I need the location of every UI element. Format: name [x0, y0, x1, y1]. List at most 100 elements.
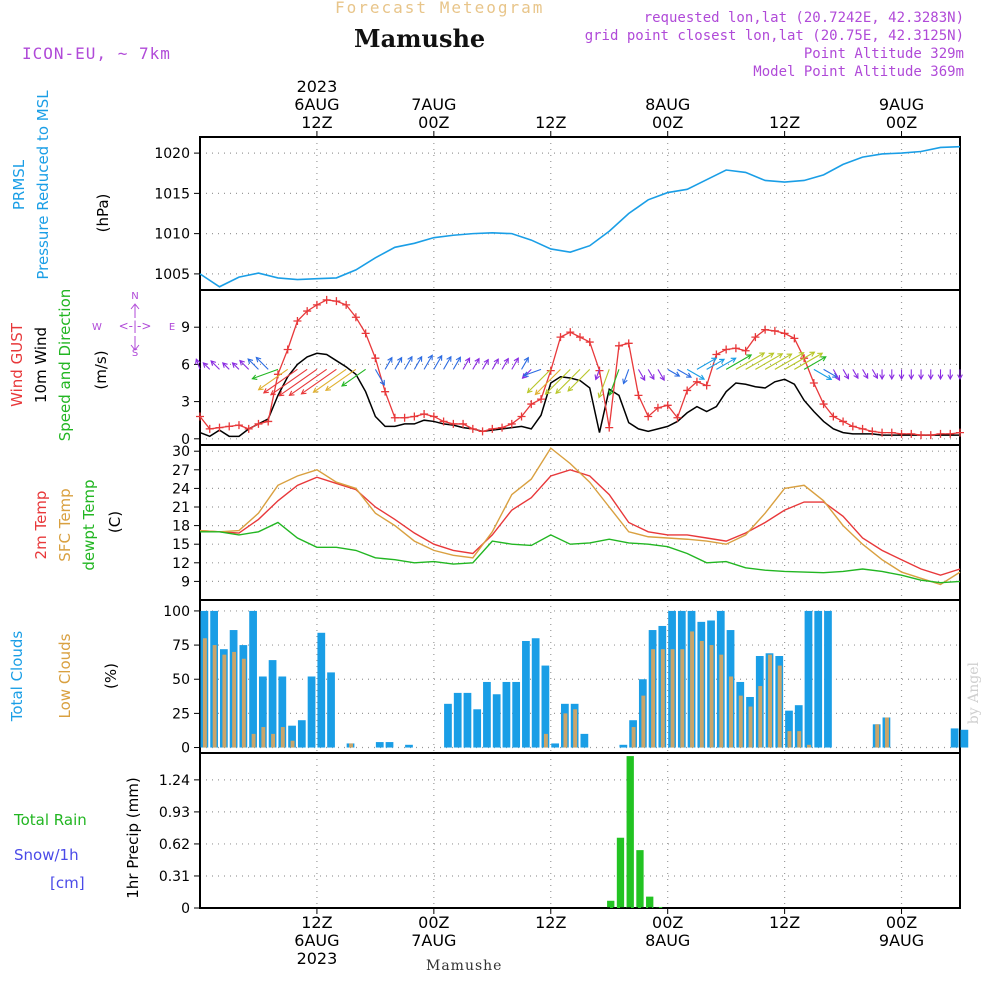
wind-direction-arrow — [195, 359, 201, 370]
pressure-unit-label-0: (hPa) — [94, 194, 112, 233]
wind-direction-arrowhead — [863, 373, 869, 380]
wind-direction-arrowhead — [437, 354, 443, 361]
compass-e: E — [169, 322, 175, 333]
ytick-label-precip: 0.62 — [159, 837, 190, 853]
footer-location: Mamushe — [426, 958, 503, 974]
low-cloud-bar — [660, 649, 665, 748]
wind-direction-arrowhead — [278, 390, 285, 397]
wind-gust-marker — [722, 345, 731, 354]
ytick-label-clouds: 50 — [172, 672, 190, 688]
wind-gust-marker — [254, 419, 263, 428]
panel-frame-pressure — [199, 136, 961, 291]
clouds-label-0: Total Clouds — [8, 631, 26, 723]
wind-direction-arrowhead — [262, 388, 269, 394]
wind-direction-arrowhead — [768, 352, 775, 358]
wind-direction-arrow — [794, 352, 823, 370]
temp-label-0: 2m Temp — [32, 491, 50, 560]
ytick-label-pressure: 1015 — [154, 186, 190, 202]
pressure-label-0: PRMSL — [10, 159, 28, 210]
wind-direction-arrowhead — [483, 358, 489, 365]
total-cloud-bar — [512, 681, 521, 748]
wind-direction-arrowhead — [341, 381, 347, 387]
wind-direction-arrow — [842, 369, 849, 379]
total-cloud-bar — [502, 681, 511, 748]
low-cloud-bar — [261, 727, 266, 748]
low-cloud-bar — [241, 658, 246, 748]
wind-direction-arrow — [202, 362, 211, 370]
ytick-label-precip: 0 — [181, 901, 190, 917]
wind-direction-arrowhead — [834, 375, 841, 382]
wind-direction-arrowhead — [608, 389, 614, 397]
wind-direction-arrow — [803, 356, 827, 370]
total-cloud-bar — [619, 744, 628, 748]
wind-direction-arrow — [325, 368, 357, 391]
total-cloud-bar — [278, 676, 287, 748]
compass-icon — [130, 303, 140, 351]
wind-direction-arrow — [745, 352, 774, 370]
wind-direction-arrow — [677, 368, 692, 378]
wind-direction-arrow — [255, 357, 269, 370]
wind-direction-arrowhead — [427, 354, 433, 361]
wind-direction-arrow — [462, 357, 471, 370]
top-time-label: 12Z — [301, 113, 332, 132]
snow-unit-label: [cm] — [50, 874, 85, 892]
total-cloud-bar — [375, 742, 384, 748]
wind-direction-arrowhead — [544, 389, 551, 395]
rain-legend-label: Total Rain — [13, 811, 87, 829]
wind-direction-arrow — [535, 368, 561, 395]
wind-direction-arrowhead — [523, 356, 529, 363]
wind-direction-arrowhead — [455, 356, 461, 363]
rain-bar — [655, 906, 664, 908]
wind-gust-marker — [614, 341, 623, 350]
wind-direction-arrow — [686, 368, 705, 380]
pressure-line — [199, 145, 961, 288]
wind-gust-marker — [527, 400, 536, 409]
wind-direction-arrowhead — [888, 374, 895, 381]
bottom-time-label: 00Z — [652, 913, 683, 932]
wind-direction-arrow — [523, 368, 542, 377]
wind-direction-arrowhead — [908, 374, 915, 381]
grid-point-coords: grid point closest lon,lat (20.75E, 42.3… — [584, 28, 964, 44]
wind-direction-arrow — [482, 359, 489, 370]
compass-n: N — [131, 291, 138, 302]
wind-direction-arrow — [247, 358, 259, 370]
total-cloud-bar — [317, 632, 326, 748]
point-altitude: Point Altitude 329m — [803, 46, 964, 62]
wind-direction-arrowhead — [826, 374, 833, 380]
wind-direction-arrowhead — [817, 352, 824, 358]
total-cloud-bar — [960, 729, 969, 748]
wind-direction-arrow — [433, 355, 443, 370]
top-time-label: 2023 — [297, 77, 338, 96]
wind-gust-marker — [225, 422, 234, 431]
wind-direction-arrowhead — [288, 390, 295, 397]
wind-gust-marker — [390, 413, 399, 422]
wind-direction-arrowhead — [820, 356, 827, 362]
temp-sfc-line — [199, 447, 961, 586]
wind-direction-arrow — [647, 369, 655, 380]
low-cloud-bar — [631, 727, 636, 748]
bottom-time-label: 12Z — [535, 913, 566, 932]
total-cloud-bar — [580, 733, 589, 748]
wind-direction-arrow — [413, 356, 423, 370]
wind-gust-marker — [517, 412, 526, 421]
rain-bar — [636, 850, 644, 908]
wind-label-0: Wind GUST — [8, 322, 26, 407]
bottom-time-label: 8AUG — [645, 931, 690, 950]
wind-direction-arrow — [263, 368, 298, 394]
wind-gust-marker — [449, 419, 458, 428]
wind-direction-arrowhead — [759, 352, 766, 358]
wind-direction-arrowhead — [257, 384, 264, 391]
wind-direction-arrowhead — [417, 355, 423, 362]
wind-direction-arrow — [521, 357, 529, 370]
wind-direction-arrow — [725, 354, 752, 370]
low-cloud-bar — [543, 733, 548, 748]
total-cloud-bar — [824, 610, 832, 748]
wind-gust-marker — [459, 419, 468, 428]
wind-gust-marker — [400, 413, 409, 422]
wind-direction-arrow — [716, 357, 736, 370]
wind-gust-marker — [936, 429, 945, 438]
wind-direction-arrowhead — [522, 371, 529, 377]
low-cloud-bar — [797, 731, 802, 748]
wind-direction-arrowhead — [493, 358, 499, 365]
